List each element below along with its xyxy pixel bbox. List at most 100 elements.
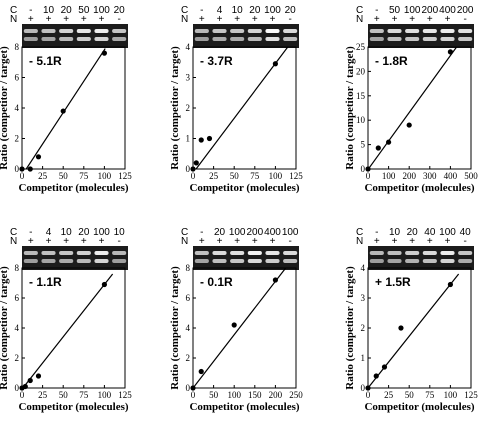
x-tick-label: 0 [191,390,196,400]
data-point [190,385,196,391]
y-tick-label: 4 [15,323,20,333]
gel-band [76,29,91,33]
lane-label-target: + [427,236,433,247]
lane-label-target: + [28,14,34,25]
lane-label-competitor: 400 [264,227,281,238]
gel-row-label-n: N [356,14,363,25]
gel-background [368,246,474,270]
lane-label-target: - [117,236,120,247]
x-tick-label: 200 [402,171,416,181]
lane-label-target: + [199,236,205,247]
regression-line [368,273,460,388]
x-tick-label: 125 [464,390,478,400]
y-tick-label: 3 [361,293,366,303]
lane-label-target: - [288,236,291,247]
y-tick-label: 0 [361,164,366,174]
y-tick-label: 5 [361,140,366,150]
x-tick-label: 25 [38,171,48,181]
lane-label-competitor: 20 [249,5,261,16]
lane-label-competitor: - [375,5,378,16]
lane-label-competitor: 200 [246,227,263,238]
gel-image: -+4+10+20+100+10-CN [10,227,128,270]
gel-band [76,37,91,41]
chart-panel-3: -+50+100+200+400+200-CN0 100 200 300 400 5000… [344,5,478,194]
x-tick-label: 75 [425,390,435,400]
lane-label-target: + [445,14,451,25]
lane-label-competitor: - [200,227,203,238]
x-tick-label: 0 [366,390,371,400]
gel-image: -+10+20+50+100+20-CN [10,5,128,48]
lane-label-competitor: 200 [421,5,438,16]
gel-band [422,29,437,33]
gel-band [458,259,473,263]
lane-label-competitor: 4 [217,5,223,16]
lane-label-competitor: 100 [93,5,110,16]
gel-band [458,29,473,33]
lane-label-competitor: - [375,227,378,238]
data-point [447,281,453,288]
gel-band [265,259,280,263]
gel-row-label-c: C [10,227,17,238]
gel-band [76,251,91,255]
gel-band [422,37,437,41]
data-point [373,373,379,379]
lane-label-target: + [217,14,223,25]
lane-label-competitor: 40 [460,227,472,238]
gel-band [23,259,38,263]
lane-label-target: + [99,14,105,25]
x-tick-label: 100 [227,390,241,400]
y-axis-title: Ratio (competitor / target) [0,46,10,170]
gel-band [230,251,245,255]
x-tick-label: 150 [248,390,262,400]
gel-band [247,251,262,255]
lane-label-competitor: 20 [407,227,419,238]
gel-band [59,37,74,41]
data-point [375,145,381,151]
x-tick-label: 75 [250,171,260,181]
gel-band [387,29,402,33]
gel-band [247,29,262,33]
chart-panel-6: -+10+20+40+100+40-CN0 25 50 75 100 12501234+ … [344,227,478,413]
lane-label-target: + [217,236,223,247]
y-tick-label: 2 [15,134,20,144]
data-point [198,137,204,143]
gel-band [230,37,245,41]
y-tick-label: 20 [356,66,366,76]
lane-label-competitor: 200 [457,5,474,16]
gel-band [23,251,38,255]
lane-label-target: + [270,236,276,247]
gel-band [458,251,473,255]
data-point [398,325,404,331]
x-tick-label: 200 [269,390,283,400]
data-point [190,166,196,172]
lane-label-competitor: - [29,227,32,238]
x-tick-label: 50 [59,390,69,400]
x-tick-label: 75 [79,171,89,181]
data-point [386,139,392,145]
y-tick-label: 2 [186,103,191,113]
lane-label-competitor: 20 [114,5,126,16]
gel-band [405,259,420,263]
gel-band [59,251,74,255]
gel-row-label-c: C [181,5,188,16]
gel-row-label-c: C [356,5,363,16]
x-tick-label: 25 [209,171,219,181]
lane-label-competitor: 20 [214,227,226,238]
lane-label-competitor: 40 [424,227,436,238]
gel-band [265,29,280,33]
y-axis-title: Ratio (competitor / target) [344,46,356,170]
x-tick-label: 50 [230,171,240,181]
lane-label-competitor: 20 [285,5,297,16]
lane-label-target: + [252,14,258,25]
y-tick-label: 2 [186,353,191,363]
chart-panel-1: -+10+20+50+100+20-CN0 25 50 75 100 12502468- … [0,5,132,194]
lane-label-competitor: 4 [46,227,52,238]
data-point [272,277,278,283]
x-tick-label: 500 [464,171,478,181]
lane-label-target: + [409,236,415,247]
data-point [206,135,213,142]
data-point [22,383,28,390]
y-tick-label: 6 [186,293,191,303]
gel-band [230,259,245,263]
